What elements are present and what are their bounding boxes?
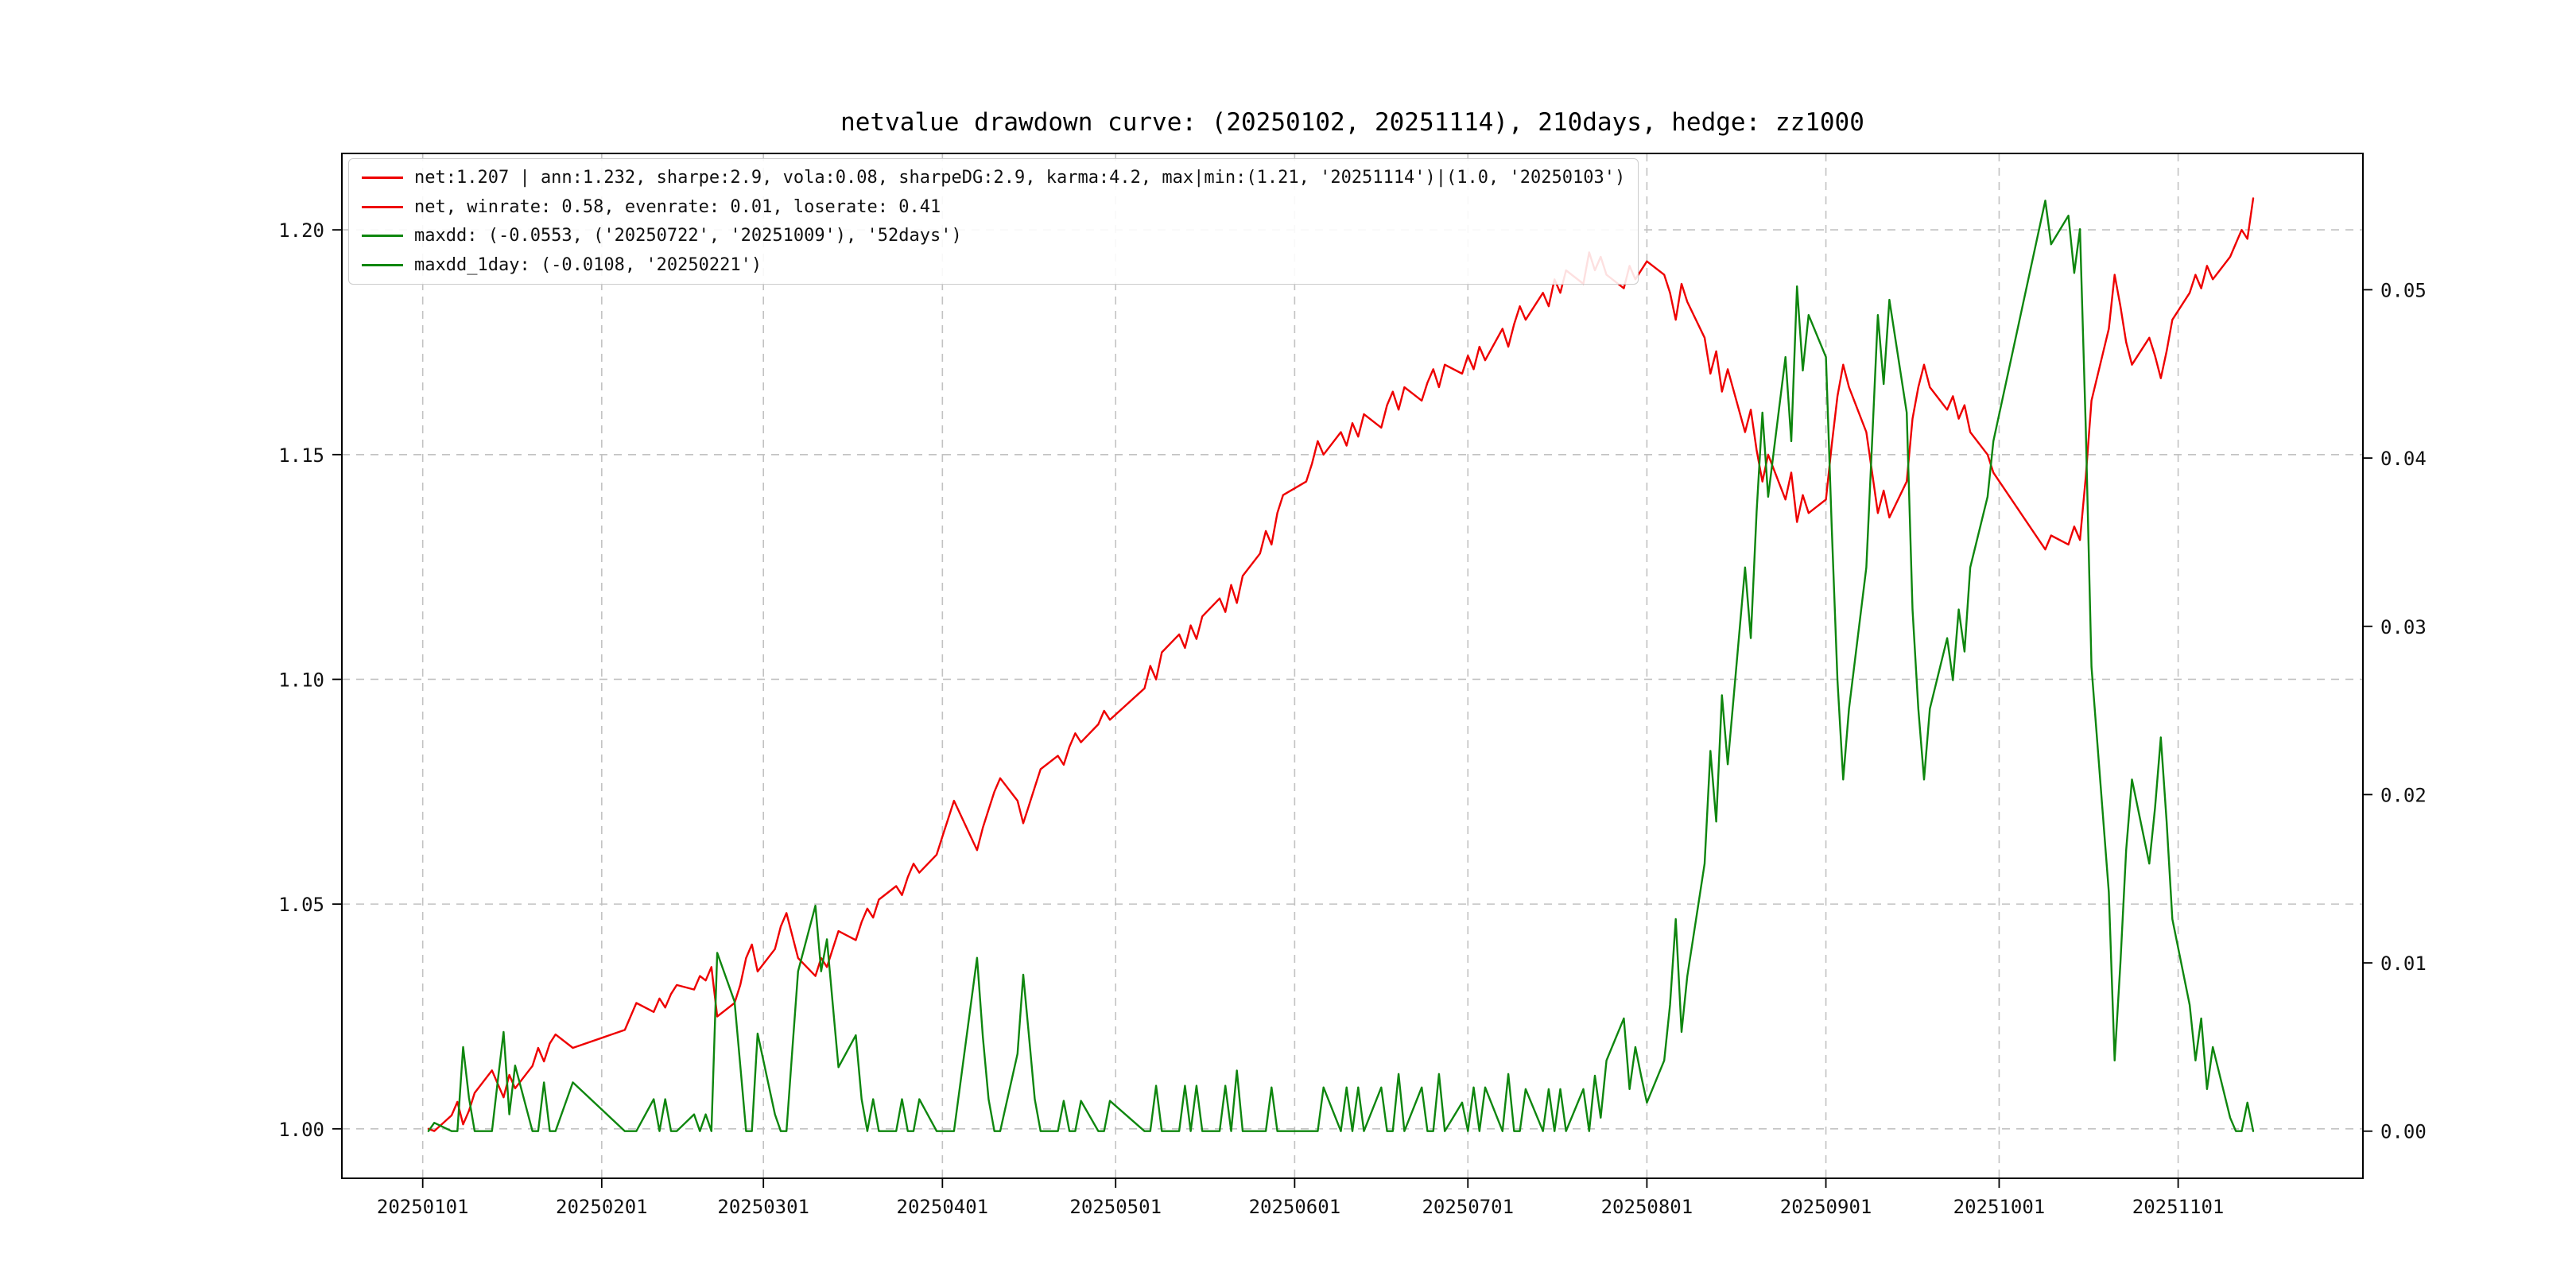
y-right-tick-label: 0.05 [2380,279,2427,301]
x-tick-label: 20251101 [2132,1196,2225,1218]
legend-item: maxdd: (-0.0553, ('20250722', '20251009'… [362,225,1625,247]
legend-item: maxdd_1day: (-0.0108, '20250221') [362,254,1625,277]
legend-line-swatch [362,263,403,266]
x-tick-label: 20250601 [1249,1196,1341,1218]
x-tick-label: 20250301 [717,1196,809,1218]
legend-label: net, winrate: 0.58, evenrate: 0.01, lose… [414,196,941,217]
legend-label: maxdd: (-0.0553, ('20250722', '20251009'… [414,226,962,246]
plot-border [341,153,2364,1179]
y-right-tick-label: 0.03 [2380,616,2427,638]
chart-legend: net:1.207 | ann:1.232, sharpe:2.9, vola:… [348,158,1639,285]
x-tick-label: 20250401 [897,1196,989,1218]
y-left-tick-label: 1.05 [278,894,324,916]
legend-line-swatch [362,177,403,180]
x-tick-label: 20250701 [1422,1196,1514,1218]
y-right-tick-label: 0.02 [2380,784,2427,806]
x-tick-label: 20250801 [1601,1196,1693,1218]
legend-label: net:1.207 | ann:1.232, sharpe:2.9, vola:… [414,168,1626,188]
x-tick-label: 20250101 [377,1196,469,1218]
legend-line-swatch [362,235,403,238]
x-tick-label: 20250901 [1780,1196,1872,1218]
legend-line-swatch [362,205,403,208]
chart-title: netvalue drawdown curve: (20250102, 2025… [840,108,1864,137]
y-right-tick-label: 0.01 [2380,952,2427,975]
y-left-tick-label: 1.10 [278,669,324,691]
x-tick-label: 20250201 [556,1196,648,1218]
series-line-net [427,197,2255,1132]
y-left-tick-label: 1.15 [278,444,324,467]
legend-label: maxdd_1day: (-0.0108, '20250221') [414,254,762,275]
y-right-tick-label: 0.04 [2380,448,2427,470]
series-line-maxdd [427,200,2255,1132]
legend-item: net, winrate: 0.58, evenrate: 0.01, lose… [362,196,1625,219]
legend-item: net:1.207 | ann:1.232, sharpe:2.9, vola:… [362,167,1625,189]
x-tick-label: 20250501 [1069,1196,1162,1218]
x-tick-label: 20251001 [1953,1196,2046,1218]
y-left-tick-label: 1.20 [278,219,324,242]
y-right-tick-label: 0.00 [2380,1121,2427,1143]
y-left-tick-label: 1.00 [278,1119,324,1141]
